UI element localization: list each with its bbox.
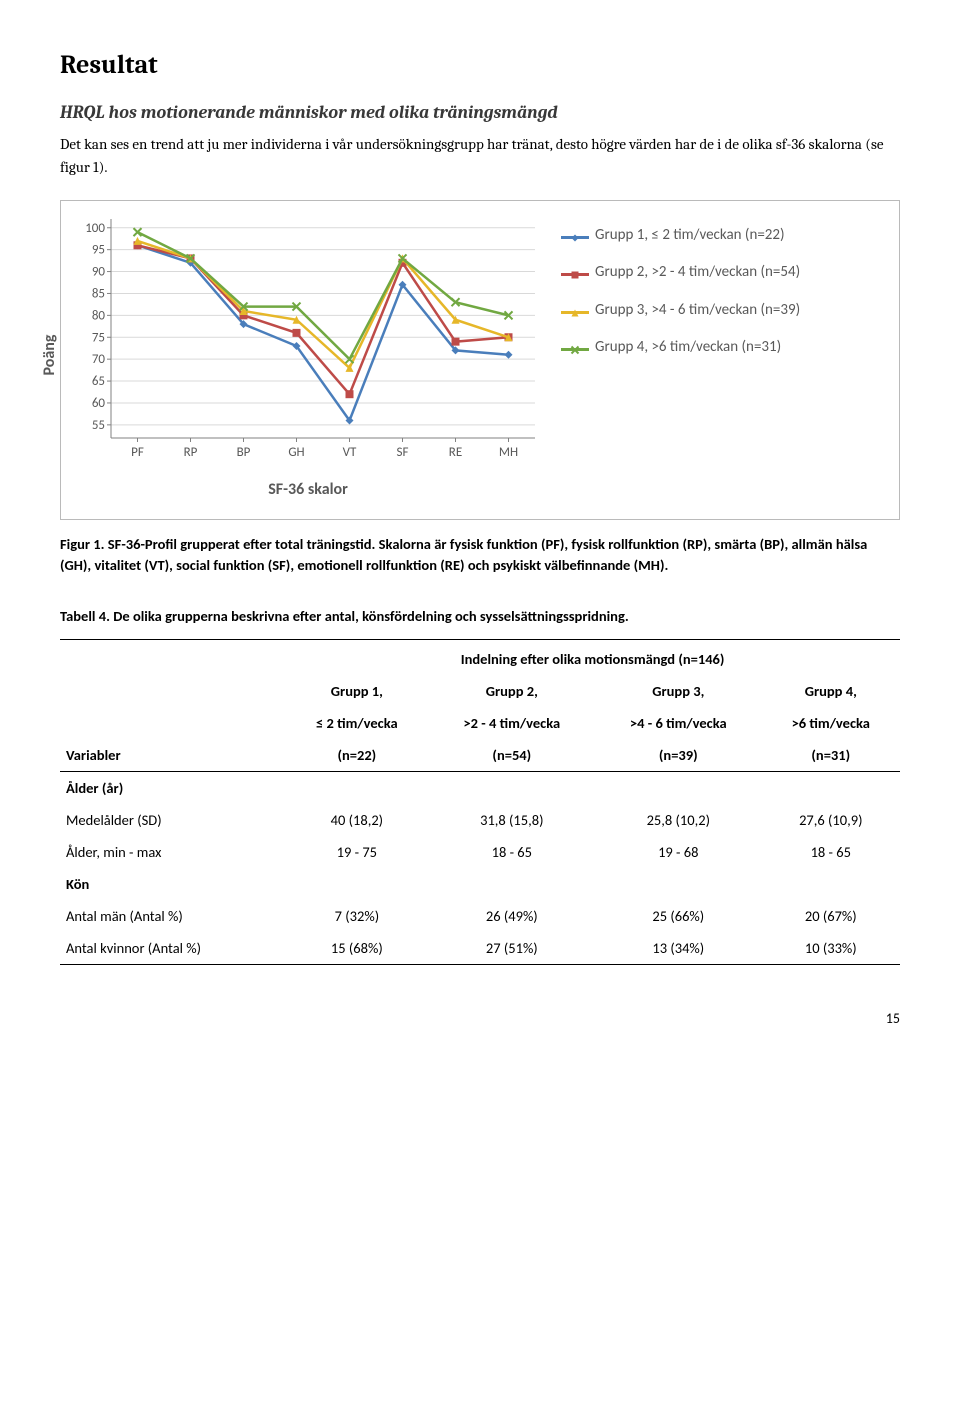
table-cell: 27,6 (10,9) (762, 804, 900, 836)
table-col-group: Grupp 3, (595, 675, 761, 707)
svg-text:55: 55 (92, 417, 105, 432)
svg-text:60: 60 (92, 395, 106, 410)
table-col-n: (n=31) (762, 739, 900, 772)
legend-label: Grupp 4, >6 tim/veckan (n=31) (595, 338, 800, 358)
table-row-label: Antal män (Antal %) (60, 900, 285, 932)
svg-text:GH: GH (288, 445, 304, 460)
legend-swatch (561, 348, 589, 351)
svg-text:85: 85 (92, 286, 105, 301)
legend-item: Grupp 4, >6 tim/veckan (n=31) (561, 338, 800, 358)
table-col-range: >2 - 4 tim/vecka (429, 707, 595, 739)
legend-swatch (561, 236, 589, 239)
svg-text:95: 95 (92, 242, 105, 257)
table-cell: 20 (67%) (762, 900, 900, 932)
legend-swatch (561, 311, 589, 314)
legend-label: Grupp 3, >4 - 6 tim/veckan (n=39) (595, 301, 800, 321)
svg-text:SF: SF (397, 445, 409, 460)
table-col-group: Grupp 2, (429, 675, 595, 707)
table-col-group: Grupp 1, (285, 675, 428, 707)
table-cell: 19 - 68 (595, 836, 761, 868)
table-section-heading: Kön (60, 868, 285, 900)
data-table: Indelning efter olika motionsmängd (n=14… (60, 639, 900, 965)
svg-text:VT: VT (343, 445, 357, 460)
table-cell: 40 (18,2) (285, 804, 428, 836)
svg-text:RE: RE (449, 445, 462, 460)
table-cell: 25 (66%) (595, 900, 761, 932)
svg-text:80: 80 (92, 308, 106, 323)
table-row-label: Antal kvinnor (Antal %) (60, 932, 285, 965)
table-spanning-header: Indelning efter olika motionsmängd (n=14… (285, 640, 900, 676)
legend-item: Grupp 1, ≤ 2 tim/veckan (n=22) (561, 226, 800, 246)
table-col-n: (n=54) (429, 739, 595, 772)
table-section-heading: Ålder (år) (60, 772, 285, 805)
section-title: Resultat (60, 50, 900, 80)
table-col-range: >6 tim/vecka (762, 707, 900, 739)
figure-caption: Figur 1. SF-36-Profil grupperat efter to… (60, 534, 900, 578)
svg-text:100: 100 (85, 220, 105, 235)
svg-text:75: 75 (92, 330, 105, 345)
intro-paragraph: Det kan ses en trend att ju mer individe… (60, 133, 900, 180)
table-col-range: >4 - 6 tim/vecka (595, 707, 761, 739)
table-cell: 15 (68%) (285, 932, 428, 965)
table-cell: 7 (32%) (285, 900, 428, 932)
legend-label: Grupp 2, >2 - 4 tim/veckan (n=54) (595, 263, 800, 283)
table-row-label: Medelålder (SD) (60, 804, 285, 836)
table-cell: 27 (51%) (429, 932, 595, 965)
table-cell: 19 - 75 (285, 836, 428, 868)
page-number: 15 (60, 1010, 900, 1027)
table-cell: 31,8 (15,8) (429, 804, 595, 836)
svg-text:BP: BP (237, 445, 251, 460)
table-cell: 13 (34%) (595, 932, 761, 965)
legend-item: Grupp 2, >2 - 4 tim/veckan (n=54) (561, 263, 800, 283)
table-col-range: ≤ 2 tim/vecka (285, 707, 428, 739)
legend-label: Grupp 1, ≤ 2 tim/veckan (n=22) (595, 226, 800, 246)
legend-swatch (561, 273, 589, 276)
table-row-label: Ålder, min - max (60, 836, 285, 868)
svg-text:MH: MH (499, 445, 518, 460)
chart-legend: Grupp 1, ≤ 2 tim/veckan (n=22) Grupp 2, >… (561, 211, 800, 376)
svg-text:70: 70 (92, 352, 106, 367)
svg-text:65: 65 (92, 374, 105, 389)
table-cell: 18 - 65 (429, 836, 595, 868)
table-caption: Tabell 4. De olika grupperna beskrivna e… (60, 607, 900, 625)
svg-text:PF: PF (131, 445, 144, 460)
table-rowhead-label: Variabler (60, 739, 285, 772)
chart-container: Poäng 556065707580859095100PFRPBPGHVTSFR… (60, 200, 900, 520)
table-cell: 26 (49%) (429, 900, 595, 932)
svg-text:RP: RP (184, 445, 198, 460)
legend-item: Grupp 3, >4 - 6 tim/veckan (n=39) (561, 301, 800, 321)
chart-plot: Poäng 556065707580859095100PFRPBPGHVTSFR… (73, 211, 543, 499)
subsection-title: HRQL hos motionerande människor med olik… (60, 102, 900, 123)
x-axis-label: SF-36 skalor (73, 480, 543, 499)
table-cell: 25,8 (10,2) (595, 804, 761, 836)
table-cell: 18 - 65 (762, 836, 900, 868)
svg-text:90: 90 (92, 264, 106, 279)
table-cell: 10 (33%) (762, 932, 900, 965)
table-col-group: Grupp 4, (762, 675, 900, 707)
y-axis-label: Poäng (40, 334, 59, 375)
table-col-n: (n=39) (595, 739, 761, 772)
table-col-n: (n=22) (285, 739, 428, 772)
